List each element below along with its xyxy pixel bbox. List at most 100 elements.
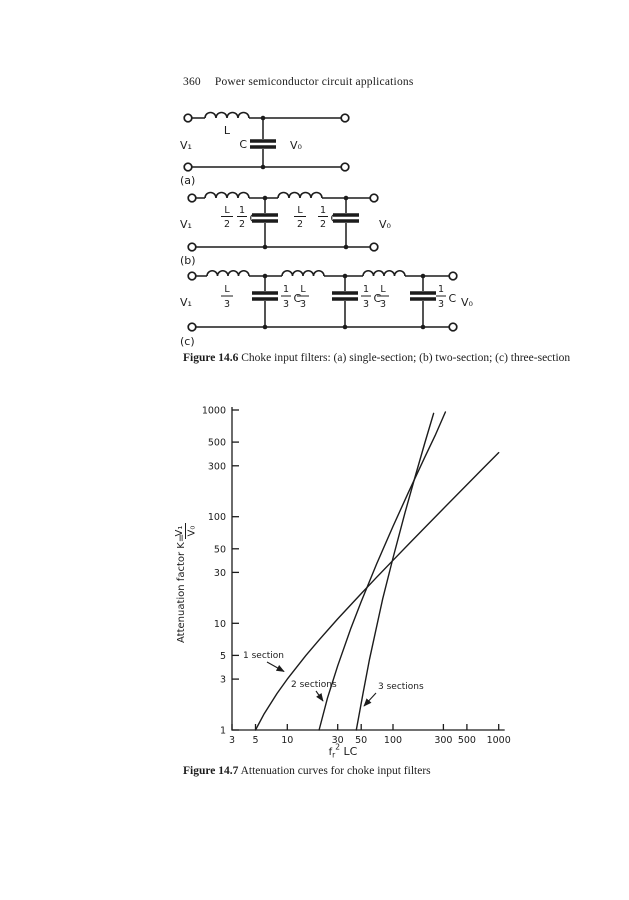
capacitor-label: C [239,138,247,151]
y-tick-label: 100 [208,512,226,523]
svg-text:1: 1 [239,205,245,216]
y-tick-label: 300 [208,461,226,472]
axis-line [231,407,505,731]
svg-text:2: 2 [224,219,230,230]
y-tick-label: 3 [220,675,226,686]
curve-annotations: 1 section 2 sections 3 sections [243,651,424,707]
circuit-b: L 2 1 2 C L 2 1 2 C [180,191,392,267]
annotation-2-sections: 2 sections [291,680,337,690]
junction-dot [262,195,268,201]
terminal [448,322,458,332]
svg-text:3: 3 [438,299,444,310]
annotation-arrow-icon [363,692,377,707]
curve-3-sections [355,412,435,731]
capacitor-fraction-label: 1 3 C [361,284,382,310]
junction-dot [420,324,426,330]
capacitor-fraction-label: 1 3 C [281,284,302,310]
inductor-icon [277,191,323,199]
output-voltage-label: V₀ [379,218,392,231]
terminal [369,242,379,252]
svg-text:L: L [224,284,230,295]
svg-text:2: 2 [239,219,245,230]
x-tick-label: 500 [458,735,476,746]
junction-dot [260,115,266,121]
inductor-icon [206,270,250,277]
capacitor-icon [250,139,276,149]
input-voltage-label: V₁ [180,218,192,231]
capacitor-fraction-label: 1 2 C [237,205,258,230]
x-tick-label: 10 [281,735,293,746]
terminal [187,242,197,252]
input-voltage-label: V₁ [180,296,192,309]
svg-text:Attenuation factor K=: Attenuation factor K= [176,534,187,643]
svg-text:3: 3 [363,299,369,310]
capacitor-icon [252,291,278,301]
capacitor-icon [410,291,436,301]
x-tick-label: 300 [434,735,452,746]
inductor-icon [204,191,250,199]
junction-dot [343,195,349,201]
terminal [183,113,193,123]
chart-curves [254,411,500,731]
circuit-a: L C V₁ V₀ (a) [180,111,350,187]
svg-text:L: L [300,284,306,295]
y-tick-label: 1000 [202,406,226,417]
inductor-fraction-label: L 2 [221,205,233,230]
terminal [340,113,350,123]
terminal [183,162,193,172]
annotation-1-section: 1 section [243,651,284,661]
junction-dot [262,324,268,330]
inductor-fraction-label: L 2 [294,205,306,230]
svg-text:C: C [250,212,258,225]
junction-dot [343,244,349,250]
inductor-icon [204,111,250,119]
x-tick-label: 30 [332,735,344,746]
capacitor-icon [332,291,358,301]
svg-text:3: 3 [380,299,386,310]
running-title: Power semiconductor circuit applications [214,76,414,88]
x-tick-label: 5 [252,735,258,746]
junction-dot [262,244,268,250]
caption-label: Figure 14.6 [183,352,239,364]
svg-text:3: 3 [224,299,230,310]
svg-text:C: C [374,292,382,305]
svg-text:1: 1 [363,284,369,295]
junction-dot [420,273,426,279]
circuit-c: L 3 L 3 L 3 1 3 C 1 [180,270,474,348]
x-tick-label: 1000 [487,735,511,746]
junction-dot [342,273,348,279]
circuit-tag: (a) [180,174,195,187]
x-axis-title: fr2 LC [329,743,358,760]
curve-2-sections [318,411,447,731]
input-voltage-label: V₁ [180,139,192,152]
caption-text: Choke input filters: (a) single-section;… [238,352,571,364]
curve-1-section [254,451,500,731]
inductor-fraction-label: L 3 [297,284,309,310]
page-header: 360 Power semiconductor circuit applicat… [183,76,414,88]
svg-text:C: C [294,292,302,305]
terminal [187,271,197,281]
svg-text:V₁: V₁ [174,526,185,537]
circuit-tag: (c) [180,335,195,348]
junction-dot [342,324,348,330]
figure-14-6-caption: Figure 14.6 Choke input filters: (a) sin… [183,352,570,364]
inductor-fraction-label: L 3 [377,284,389,310]
output-voltage-label: V₀ [290,139,303,152]
capacitor-fraction-label: 1 3 C [436,284,457,310]
svg-text:L: L [224,205,230,216]
svg-text:1: 1 [438,284,444,295]
wire [195,275,450,328]
y-tick-label: 500 [208,438,226,449]
junction-dot [260,164,266,170]
caption-text: Attenuation curves for choke input filte… [238,765,431,777]
caption-label: Figure 14.7 [183,765,239,777]
y-tick-label: 10 [214,619,226,630]
y-axis-title: Attenuation factor K= V₁ V₀ [174,523,198,643]
x-tick-label: 3 [229,735,235,746]
inductor-icon [281,270,325,277]
y-tick-label: 30 [214,568,226,579]
figure-14-6-circuits: L C V₁ V₀ (a) [180,111,474,348]
annotation-arrow-icon [315,690,324,702]
